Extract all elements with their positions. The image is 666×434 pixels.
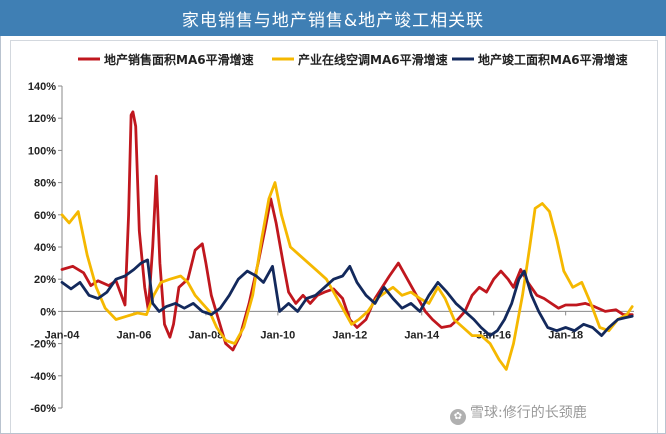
series-line-1	[60, 110, 634, 352]
y-tick-label: -20%	[30, 339, 56, 351]
snowball-logo-icon: ✿	[450, 409, 466, 425]
watermark: ✿ 雪球:修行的长颈鹿	[450, 402, 587, 425]
watermark-separator: :	[498, 405, 503, 421]
title-bar	[0, 0, 666, 36]
chart-panel	[10, 40, 658, 433]
x-tick-label: Jan-04	[45, 329, 81, 341]
x-tick-label: Jan-18	[548, 329, 583, 341]
x-tick-label: Jan-10	[260, 329, 295, 341]
x-tick-label: Jan-12	[332, 329, 367, 341]
watermark-brand: 雪球	[470, 405, 498, 421]
x-tick-label: Jan-14	[404, 329, 440, 341]
series-line-2	[60, 181, 634, 371]
y-tick-label: 40%	[34, 242, 56, 254]
x-tick-label: Jan-08	[188, 329, 223, 341]
watermark-author: 修行的长颈鹿	[502, 405, 587, 421]
series-line-3	[60, 258, 634, 337]
y-tick-label: 120%	[28, 113, 56, 125]
y-tick-label: 100%	[28, 145, 56, 157]
y-tick-label: 80%	[34, 178, 56, 190]
legend-label-2: 产业在线空调MA6平滑增速	[298, 52, 448, 67]
x-tick-label: Jan-06	[117, 329, 152, 341]
y-tick-label: -60%	[30, 403, 56, 415]
legend-label-1: 地产销售面积MA6平滑增速	[104, 52, 254, 67]
legend-label-3: 地产竣工面积MA6平滑增速	[478, 52, 628, 67]
y-tick-label: 0%	[40, 306, 56, 318]
y-tick-label: 60%	[34, 210, 56, 222]
y-tick-label: 140%	[28, 81, 56, 93]
y-tick-label: -40%	[30, 371, 56, 383]
chart-title: 家电销售与地产销售&地产竣工相关联	[181, 11, 485, 31]
y-tick-label: 20%	[34, 274, 56, 286]
